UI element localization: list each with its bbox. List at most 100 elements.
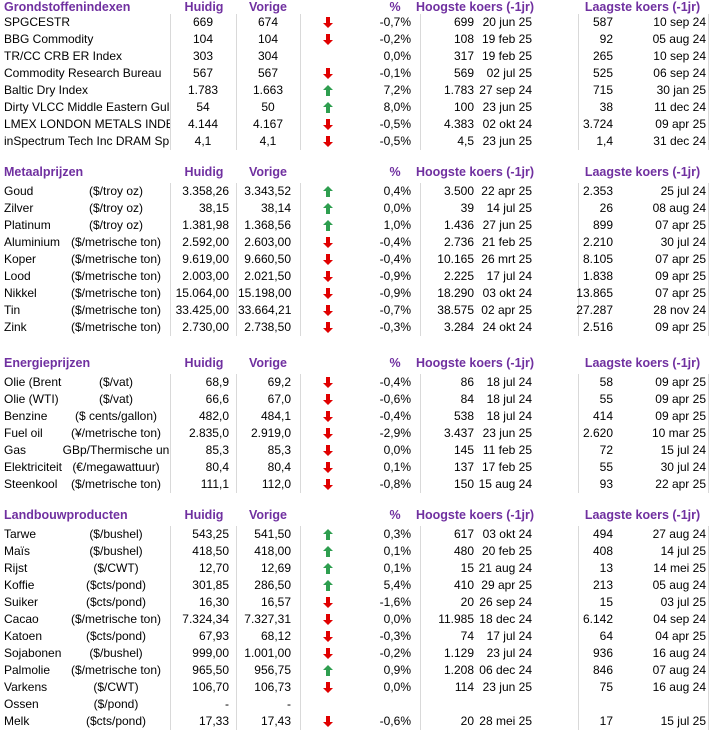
low-value: 15	[599, 595, 613, 609]
current-value: 1.783	[187, 83, 219, 97]
row-name: LMEX LONDON METALS INDE	[4, 117, 170, 131]
column-divider	[708, 374, 709, 493]
column-divider	[708, 526, 709, 730]
low-value: 92	[599, 32, 613, 46]
trend-arrow-down	[323, 377, 333, 388]
header-low: Laagste koers (-1jr)	[584, 356, 701, 370]
pct-change: -0,4%	[379, 409, 411, 423]
previous-value: 38,14	[260, 201, 291, 215]
current-value: 66,6	[205, 392, 229, 406]
pct-change: 0,0%	[383, 201, 411, 215]
previous-value: 68,12	[260, 629, 291, 643]
row-unit: ($/metrische ton)	[70, 303, 162, 317]
low-date: 14 mei 25	[653, 561, 706, 575]
row-name: Suiker	[4, 595, 39, 609]
column-divider	[236, 374, 237, 493]
low-date: 31 dec 24	[653, 134, 706, 148]
header-previous: Vorige	[249, 356, 287, 370]
current-value: 1.381,98	[182, 218, 229, 232]
high-date: 11 feb 25	[482, 443, 532, 457]
high-date: 20 jun 25	[482, 15, 532, 29]
high-value: 74	[460, 629, 474, 643]
low-value: 38	[599, 100, 613, 114]
low-date: 14 jul 25	[660, 544, 706, 558]
trend-arrow-up	[323, 580, 333, 591]
low-date: 09 apr 25	[655, 409, 706, 423]
previous-value: 33.664,21	[238, 303, 291, 317]
current-value: 669	[192, 15, 214, 29]
previous-value: 80,4	[267, 460, 291, 474]
trend-arrow-down	[323, 682, 333, 693]
header-pct: %	[389, 508, 401, 522]
low-date: 10 sep 24	[653, 15, 706, 29]
pct-change: -0,7%	[379, 15, 411, 29]
row-name: Steenkool	[4, 477, 58, 491]
row-name: inSpectrum Tech Inc DRAM Sp	[4, 134, 170, 148]
current-value: 4.144	[187, 117, 219, 131]
pct-change: -0,6%	[379, 392, 411, 406]
high-value: 480	[453, 544, 474, 558]
pct-change: -0,5%	[379, 134, 411, 148]
high-value: 538	[453, 409, 474, 423]
column-divider	[300, 14, 301, 150]
high-value: 1.208	[443, 663, 474, 677]
current-value: 3.358,26	[182, 184, 229, 198]
previous-value: 16,57	[260, 595, 291, 609]
row-name: Gas	[4, 443, 27, 457]
row-name: Zink	[4, 320, 27, 334]
previous-value: 567	[257, 66, 279, 80]
previous-value: 674	[257, 15, 279, 29]
trend-arrow-down	[323, 394, 333, 405]
low-value: 27.287	[576, 303, 613, 317]
low-date: 30 jul 24	[660, 460, 706, 474]
high-date: 17 jul 24	[486, 269, 532, 283]
trend-arrow-up	[323, 102, 333, 113]
row-name: Tin	[4, 303, 21, 317]
low-value: 1,4	[596, 134, 613, 148]
current-value: 67,93	[198, 629, 229, 643]
high-value: 10.165	[437, 252, 474, 266]
column-divider	[170, 183, 171, 336]
row-name: SPGCESTR	[4, 15, 71, 29]
high-date: 18 jul 24	[486, 409, 532, 423]
trend-arrow-up	[323, 85, 333, 96]
trend-arrow-down	[323, 322, 333, 333]
trend-arrow-down	[323, 68, 333, 79]
trend-arrow-up	[323, 186, 333, 197]
current-value: 104	[192, 32, 214, 46]
high-date: 28 mei 25	[479, 714, 532, 728]
low-value: 93	[599, 477, 613, 491]
row-name: Varkens	[4, 680, 48, 694]
column-divider	[578, 374, 579, 493]
high-date: 03 okt 24	[482, 527, 532, 541]
high-value: 100	[453, 100, 474, 114]
high-date: 17 feb 25	[481, 460, 532, 474]
low-value: 846	[592, 663, 613, 677]
current-value: 2.730,00	[182, 320, 229, 334]
low-value: 75	[599, 680, 613, 694]
trend-arrow-down	[323, 614, 333, 625]
current-value: 303	[192, 49, 214, 63]
high-value: 20	[460, 595, 474, 609]
trend-arrow-up	[323, 220, 333, 231]
high-date: 02 okt 24	[482, 117, 532, 131]
current-value: 80,4	[205, 460, 229, 474]
current-value: 2.592,00	[182, 235, 229, 249]
previous-value: 69,2	[267, 375, 291, 389]
row-unit: (€/megawattuur)	[72, 460, 160, 474]
low-date: 15 jul 25	[660, 714, 706, 728]
row-unit: ($/vat)	[98, 392, 133, 406]
low-date: 30 jul 24	[660, 235, 706, 249]
high-value: 11.985	[438, 612, 474, 626]
pct-change: 0,1%	[383, 561, 411, 575]
low-date: 11 dec 24	[654, 100, 706, 114]
high-value: 1.436	[443, 218, 474, 232]
low-date: 09 apr 25	[655, 392, 706, 406]
low-value: 6.142	[582, 612, 613, 626]
low-value: 899	[592, 218, 613, 232]
row-name: Fuel oil	[4, 426, 43, 440]
previous-value: 1.368,56	[244, 218, 291, 232]
high-date: 27 jun 25	[482, 218, 532, 232]
low-date: 15 jul 24	[660, 443, 706, 457]
